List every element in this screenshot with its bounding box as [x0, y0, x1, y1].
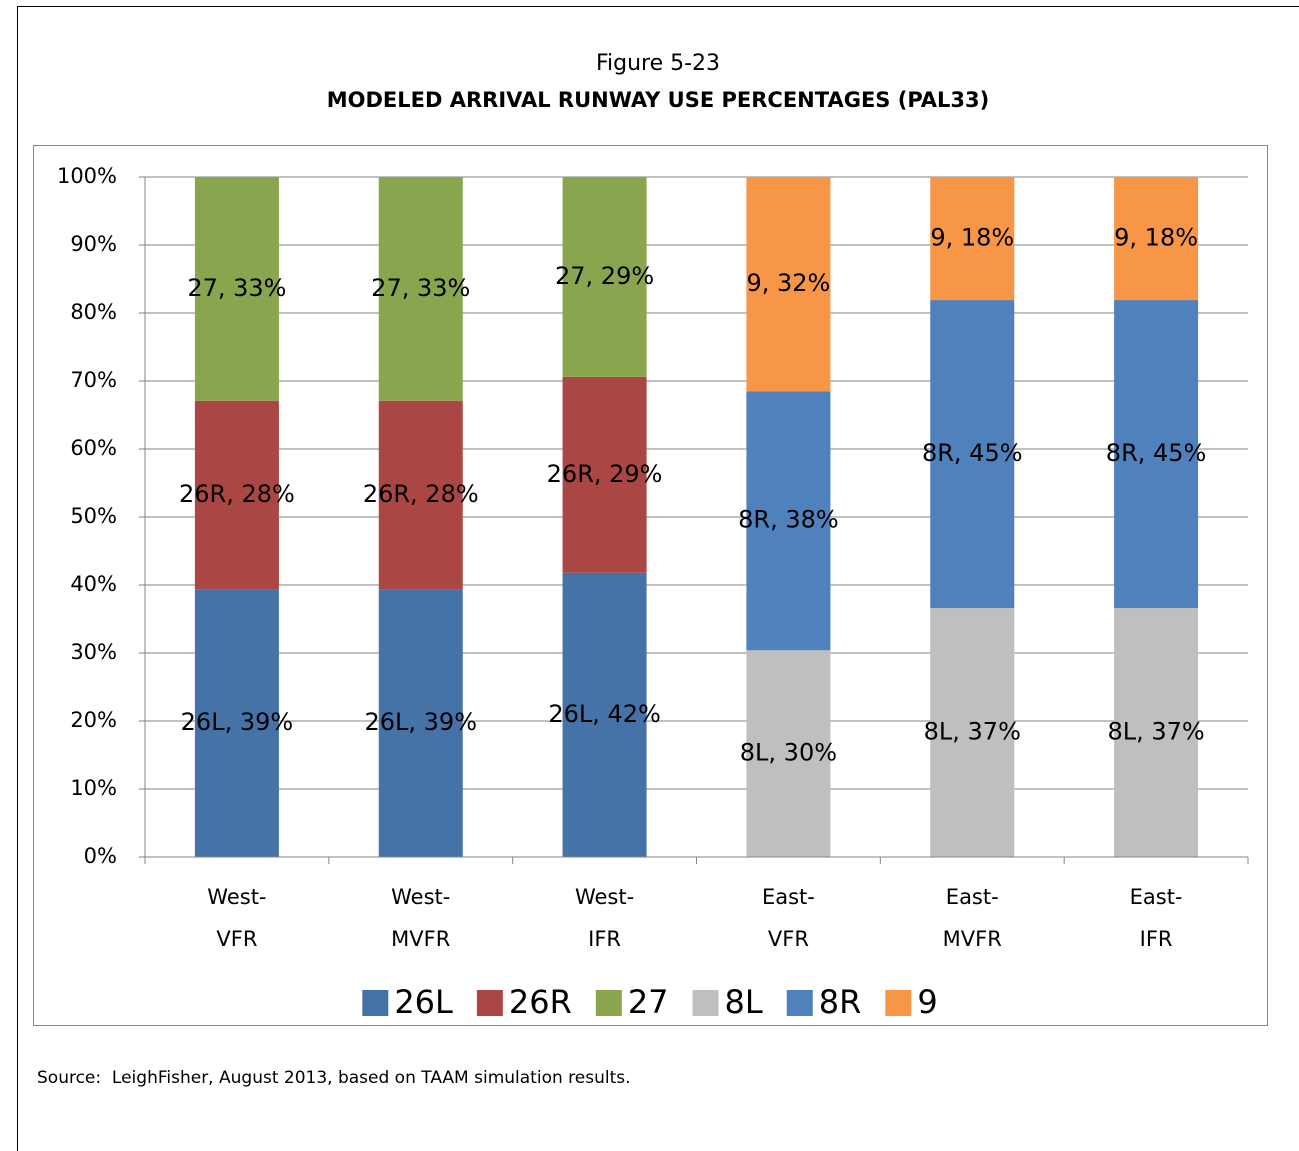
bar-segment — [1114, 608, 1199, 857]
y-tick-label: 10% — [70, 776, 117, 800]
page-border — [17, 6, 1299, 1151]
legend-swatch — [476, 990, 503, 1016]
bar-segment — [562, 376, 647, 573]
legend: 26L 26R 27 8L 8R 9 — [362, 983, 938, 1021]
data-label: 9, 18% — [1114, 224, 1198, 252]
x-tick-label: West-IFR — [575, 885, 634, 951]
y-tick-label: 60% — [70, 436, 117, 460]
bar-segment — [746, 391, 831, 651]
x-tick-label: West-VFR — [207, 885, 266, 951]
legend-label: 26L — [394, 983, 453, 1021]
data-label: 9, 32% — [746, 269, 830, 297]
chart-frame — [33, 145, 1268, 1026]
x-tick-label: West-MVFR — [391, 885, 450, 951]
bar-segment — [378, 177, 463, 401]
chart-title: Figure 5-23 — [596, 51, 720, 76]
data-label: 26R, 28% — [179, 480, 295, 508]
legend-swatch — [786, 990, 813, 1016]
y-tick-label: 20% — [70, 708, 117, 732]
legend-label: 8R — [819, 983, 862, 1021]
bar-segment — [194, 589, 279, 857]
bar-segment — [194, 177, 279, 401]
data-label: 26L, 39% — [181, 708, 294, 736]
bar-segment — [378, 589, 463, 857]
bar-segment — [1114, 300, 1199, 609]
bar-segment — [562, 177, 647, 377]
y-tick-label: 90% — [70, 232, 117, 256]
legend-label: 27 — [628, 983, 669, 1021]
legend-swatch — [692, 990, 719, 1016]
legend-label: 8L — [725, 983, 763, 1021]
legend-label: 9 — [917, 983, 937, 1021]
legend-swatch — [885, 990, 912, 1016]
bar-segment — [746, 650, 831, 857]
y-tick-label: 0% — [84, 844, 117, 868]
data-label: 27, 33% — [187, 274, 286, 302]
bar-segment — [930, 177, 1015, 301]
data-label: 8R, 38% — [738, 506, 839, 534]
bar-segment — [746, 177, 831, 392]
data-label: 8L, 30% — [740, 739, 837, 767]
bar-segment — [1114, 177, 1199, 301]
x-tick-label: East-IFR — [1130, 885, 1183, 951]
data-label: 26L, 42% — [548, 700, 661, 728]
bar-segment — [378, 400, 463, 590]
legend-swatch — [362, 990, 389, 1016]
bar-segment — [194, 400, 279, 590]
bar-segment — [930, 300, 1015, 609]
chart-subtitle: MODELED ARRIVAL RUNWAY USE PERCENTAGES (… — [327, 88, 990, 112]
source-note: Source: LeighFisher, August 2013, based … — [37, 1068, 631, 1088]
bar-segment — [930, 608, 1015, 857]
y-tick-label: 30% — [70, 640, 117, 664]
x-tick-label: East-MVFR — [943, 885, 1002, 951]
bar-segment — [562, 572, 647, 857]
y-tick-label: 70% — [70, 368, 117, 392]
data-label: 26R, 29% — [547, 460, 663, 488]
data-label: 27, 29% — [555, 262, 654, 290]
legend-label: 26R — [509, 983, 572, 1021]
y-tick-label: 50% — [70, 504, 117, 528]
y-tick-label: 80% — [70, 300, 117, 324]
data-label: 9, 18% — [930, 224, 1014, 252]
data-label: 8L, 37% — [1107, 718, 1204, 746]
data-label: 8R, 45% — [922, 439, 1023, 467]
y-tick-label: 40% — [70, 572, 117, 596]
data-label: 26L, 39% — [364, 708, 477, 736]
data-label: 26R, 28% — [363, 480, 479, 508]
x-tick-label: East-VFR — [762, 885, 815, 951]
data-label: 8L, 37% — [924, 718, 1021, 746]
legend-swatch — [595, 990, 622, 1016]
data-label: 8R, 45% — [1106, 439, 1207, 467]
y-tick-label: 100% — [57, 164, 117, 188]
data-label: 27, 33% — [371, 274, 470, 302]
